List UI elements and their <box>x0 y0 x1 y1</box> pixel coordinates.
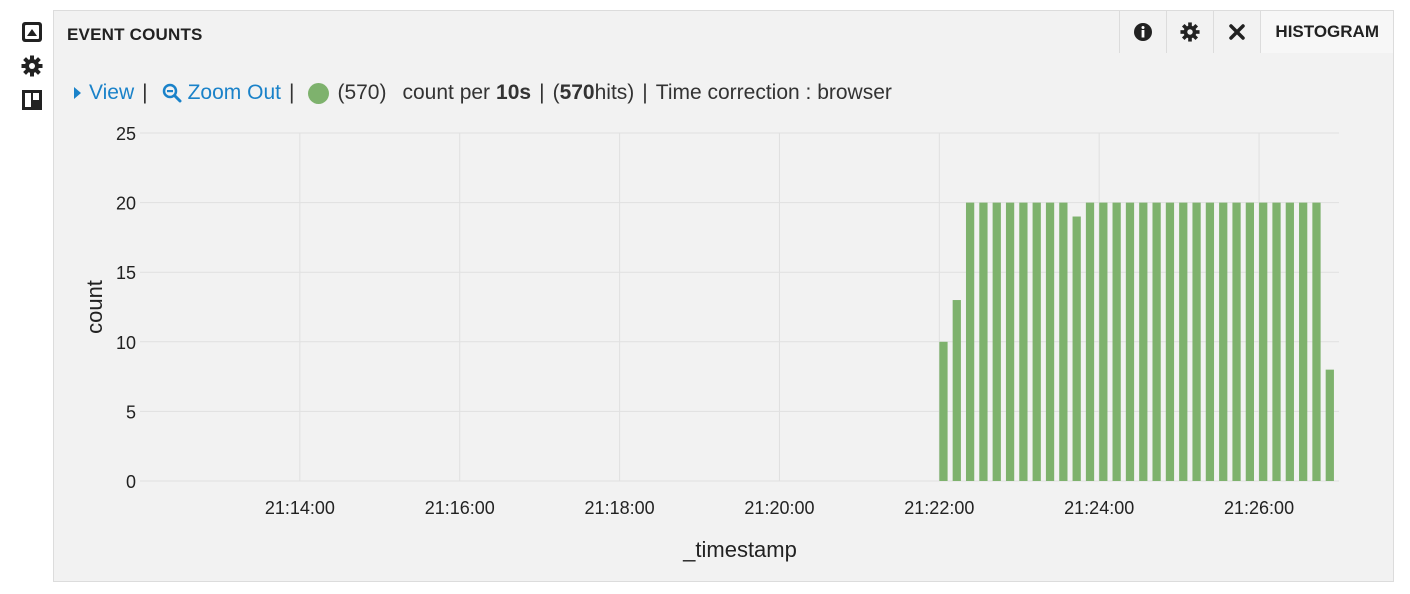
panel-title: EVENT COUNTS <box>67 25 203 44</box>
histogram-bar <box>992 202 1001 481</box>
x-tick-label: 21:24:00 <box>1064 498 1134 518</box>
histogram-bar <box>1299 202 1308 481</box>
histogram-bar <box>939 341 948 481</box>
series-color-dot[interactable] <box>308 82 330 104</box>
histogram-bar <box>1179 202 1188 481</box>
y-tick-label: 15 <box>116 263 136 283</box>
gear-icon[interactable] <box>20 54 44 78</box>
y-tick-label: 25 <box>116 124 136 144</box>
histogram-bar <box>1259 202 1268 481</box>
panel-toolbar: HISTOGRAM <box>1119 11 1393 53</box>
panel-type-label[interactable]: HISTOGRAM <box>1260 11 1393 53</box>
view-link[interactable]: View <box>73 81 134 105</box>
histogram-bar <box>1152 202 1161 481</box>
legend-bar: View | Zoom Out | (570) count per 10s | … <box>73 81 892 105</box>
histogram-bar <box>1245 202 1255 481</box>
y-tick-label: 0 <box>126 472 136 492</box>
histogram-bar <box>1139 202 1148 481</box>
y-tick-label: 10 <box>116 333 136 353</box>
hits-suffix: hits) <box>594 81 635 104</box>
panel-icon[interactable] <box>20 20 44 44</box>
time-correction: Time correction : browser <box>655 81 892 104</box>
x-tick-label: 21:20:00 <box>744 498 814 518</box>
x-axis-ticks: 21:14:00 21:16:00 21:18:00 21:20:00 21:22:00… <box>265 498 1294 518</box>
chart-bars <box>939 202 1334 481</box>
histogram-bar <box>1312 202 1321 481</box>
view-label: View <box>89 81 135 104</box>
histogram-bar <box>1272 202 1281 481</box>
histogram-bar <box>1192 202 1201 481</box>
x-tick-label: 21:18:00 <box>585 498 655 518</box>
histogram-bar <box>1032 202 1041 481</box>
y-tick-label: 5 <box>126 402 136 422</box>
histogram-chart[interactable]: 0 5 10 15 20 25 21:14:00 21:16:00 21:18:00 21:20… <box>54 11 1393 581</box>
histogram-bar <box>1112 202 1121 481</box>
separator: | <box>642 81 648 104</box>
interval-value: 10s <box>496 81 532 104</box>
histogram-bar <box>1232 202 1241 481</box>
separator: | <box>288 81 295 104</box>
histogram-bar <box>1059 202 1068 481</box>
histogram-bar <box>1019 202 1028 481</box>
histogram-bar <box>1005 202 1015 481</box>
x-tick-label: 21:16:00 <box>425 498 495 518</box>
zoom-out-icon <box>162 83 182 103</box>
histogram-bar <box>979 202 988 481</box>
count-per-label: count per <box>402 81 491 104</box>
separator: | <box>142 81 148 104</box>
histogram-bar <box>1219 202 1228 481</box>
layout-icon[interactable] <box>20 88 44 112</box>
histogram-bar <box>1205 202 1215 481</box>
histogram-bar <box>952 300 961 481</box>
zoom-out-link[interactable]: Zoom Out <box>162 81 281 105</box>
close-icon[interactable] <box>1213 11 1261 53</box>
x-tick-label: 21:26:00 <box>1224 498 1294 518</box>
hits-value: 570 <box>559 81 595 104</box>
hits-prefix: ( <box>552 81 560 104</box>
caret-right-icon <box>74 87 81 99</box>
histogram-bar <box>965 202 975 481</box>
histogram-panel: EVENT COUNTS <box>53 10 1394 582</box>
panel-header: EVENT COUNTS <box>54 11 1393 55</box>
histogram-bar <box>1125 202 1135 481</box>
info-icon[interactable] <box>1119 11 1167 53</box>
histogram-bar <box>1085 202 1095 481</box>
left-rail <box>20 20 44 122</box>
histogram-bar <box>1045 202 1055 481</box>
histogram-bar <box>1099 202 1108 481</box>
histogram-bar <box>1072 216 1081 481</box>
series-count: (570) <box>337 81 387 104</box>
histogram-bar <box>1165 202 1175 481</box>
gear-icon[interactable] <box>1166 11 1214 53</box>
x-tick-label: 21:22:00 <box>904 498 974 518</box>
histogram-bar <box>1285 202 1294 481</box>
y-axis-label: count <box>82 280 107 334</box>
separator: | <box>539 81 545 104</box>
y-tick-label: 20 <box>116 194 136 214</box>
histogram-bar <box>1325 369 1334 481</box>
zoom-out-label: Zoom Out <box>187 81 281 104</box>
x-axis-label: _timestamp <box>682 537 797 562</box>
x-tick-label: 21:14:00 <box>265 498 335 518</box>
y-axis-ticks: 0 5 10 15 20 25 <box>116 124 136 492</box>
